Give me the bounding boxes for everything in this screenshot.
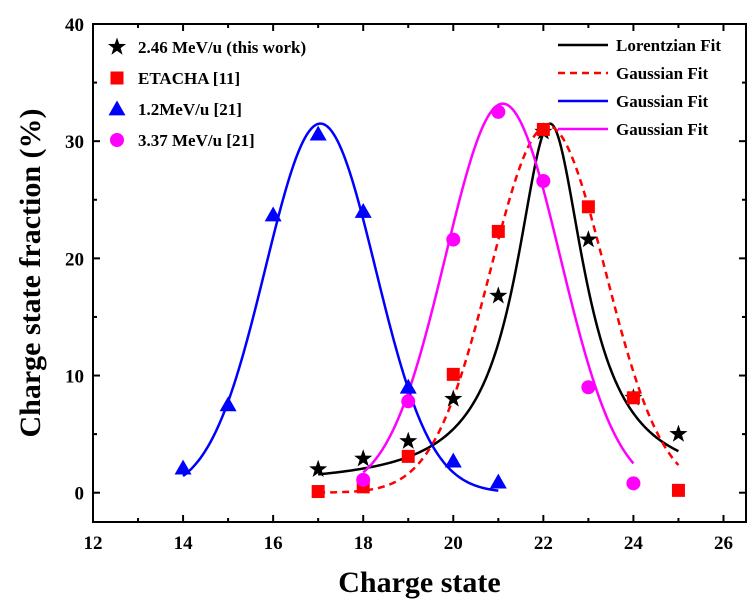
legend-marker-triangle — [108, 100, 126, 116]
x-tick-label: 18 — [354, 533, 373, 554]
data-point-circle — [401, 394, 416, 409]
data-point-square — [491, 224, 505, 238]
fit-curve — [318, 122, 680, 476]
legend-fits: Lorentzian Fit Gaussian Fit Gaussian Fit Ga… — [558, 36, 721, 139]
x-axis-label: Charge state — [338, 566, 500, 599]
data-point-triangle — [399, 378, 417, 394]
data-point-triangle — [444, 452, 462, 468]
legend-label: 2.46 MeV/u (this work) — [138, 38, 306, 57]
y-tick-label: 40 — [65, 15, 84, 36]
legend-label: 3.37 MeV/u [21] — [138, 131, 255, 150]
y-axis-label: Charge state fraction (%) — [14, 108, 47, 437]
data-point-circle — [356, 472, 371, 487]
data-point-square — [401, 449, 415, 463]
fit-curve — [318, 124, 680, 494]
data-point-star — [309, 459, 328, 477]
plot-frame — [92, 23, 747, 523]
data-point-star — [669, 424, 688, 442]
data-point-triangle — [174, 459, 192, 475]
data-point-circle — [491, 104, 506, 119]
data-points — [174, 104, 688, 499]
data-point-triangle — [489, 473, 507, 489]
y-tick-label: 0 — [75, 484, 85, 505]
x-tick-label: 20 — [444, 533, 463, 554]
legend-label: 1.2MeV/u [21] — [138, 100, 242, 119]
data-point-square — [581, 200, 595, 214]
y-tick-label: 30 — [65, 132, 84, 153]
legend-markers: 2.46 MeV/u (this work) ETACHA [11] 1.2MeV/… — [107, 37, 306, 150]
y-tick-label: 10 — [65, 367, 84, 388]
data-point-circle — [581, 380, 596, 395]
data-point-triangle — [264, 206, 282, 222]
fit-curve — [182, 122, 499, 492]
legend-marker-square — [110, 71, 124, 85]
data-point-circle — [446, 232, 461, 247]
legend-marker-star — [107, 37, 127, 55]
x-tick-label: 16 — [264, 533, 283, 554]
data-point-square — [311, 485, 325, 499]
data-point-triangle — [354, 202, 372, 218]
legend-label: ETACHA [11] — [138, 69, 240, 88]
data-point-circle — [626, 476, 641, 491]
data-point-triangle — [219, 396, 237, 412]
data-point-circle — [536, 174, 551, 189]
legend-marker-circle — [110, 133, 124, 147]
x-tick-label: 22 — [534, 533, 553, 554]
axes: 12 14 16 18 20 22 24 26 0 10 20 30 40 — [65, 15, 746, 554]
x-tick-label: 26 — [714, 533, 733, 554]
data-point-square — [626, 391, 640, 405]
data-point-square — [536, 122, 550, 136]
legend-label: Gaussian Fit — [616, 64, 708, 83]
y-tick-label: 20 — [65, 249, 84, 270]
data-point-star — [579, 230, 598, 248]
legend-label: Gaussian Fit — [616, 92, 708, 111]
legend-label: Lorentzian Fit — [616, 36, 721, 55]
data-point-triangle — [309, 125, 327, 141]
data-point-square — [671, 483, 685, 497]
data-point-star — [354, 449, 373, 467]
fit-curves — [182, 102, 680, 494]
x-tick-label: 24 — [624, 533, 644, 554]
data-point-square — [446, 367, 460, 381]
x-tick-label: 12 — [84, 533, 103, 554]
data-point-star — [489, 286, 508, 304]
legend-label: Gaussian Fit — [616, 120, 708, 139]
x-tick-label: 14 — [174, 533, 194, 554]
data-point-star — [444, 389, 463, 407]
data-point-star — [399, 431, 418, 449]
